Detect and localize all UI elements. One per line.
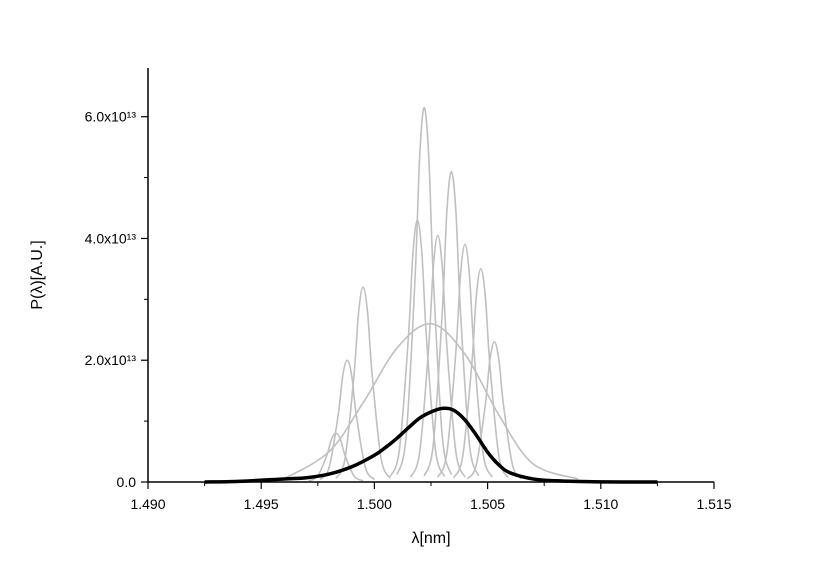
y-tick-label: 6.0x10¹³ (85, 109, 137, 125)
spectrum-line (319, 359, 376, 481)
x-axis-label: λ[nm] (411, 530, 450, 547)
x-tick-label: 1.510 (583, 496, 618, 512)
spectrum-line (389, 219, 446, 477)
spectrum-line (308, 432, 364, 482)
spectrum-line (437, 243, 493, 478)
spectrum-line (452, 268, 509, 479)
x-tick-label: 1.495 (244, 496, 279, 512)
spectrum-line (409, 234, 466, 478)
y-tick-label: 4.0x10¹³ (85, 230, 137, 246)
x-tick-label: 1.490 (130, 496, 165, 512)
x-tick-label: 1.515 (696, 496, 731, 512)
spectrum-line (466, 341, 523, 480)
x-tick-label: 1.500 (357, 496, 392, 512)
spectrum-line (204, 406, 658, 484)
y-tick-label: 0.0 (117, 474, 137, 490)
y-tick-label: 2.0x10¹³ (85, 352, 137, 368)
spectrum-line (423, 170, 480, 477)
spectrum-line (283, 322, 579, 480)
y-axis-label: P(λ)[A.U.] (29, 240, 46, 309)
spectrum-line (335, 286, 391, 479)
x-tick-label: 1.505 (470, 496, 505, 512)
